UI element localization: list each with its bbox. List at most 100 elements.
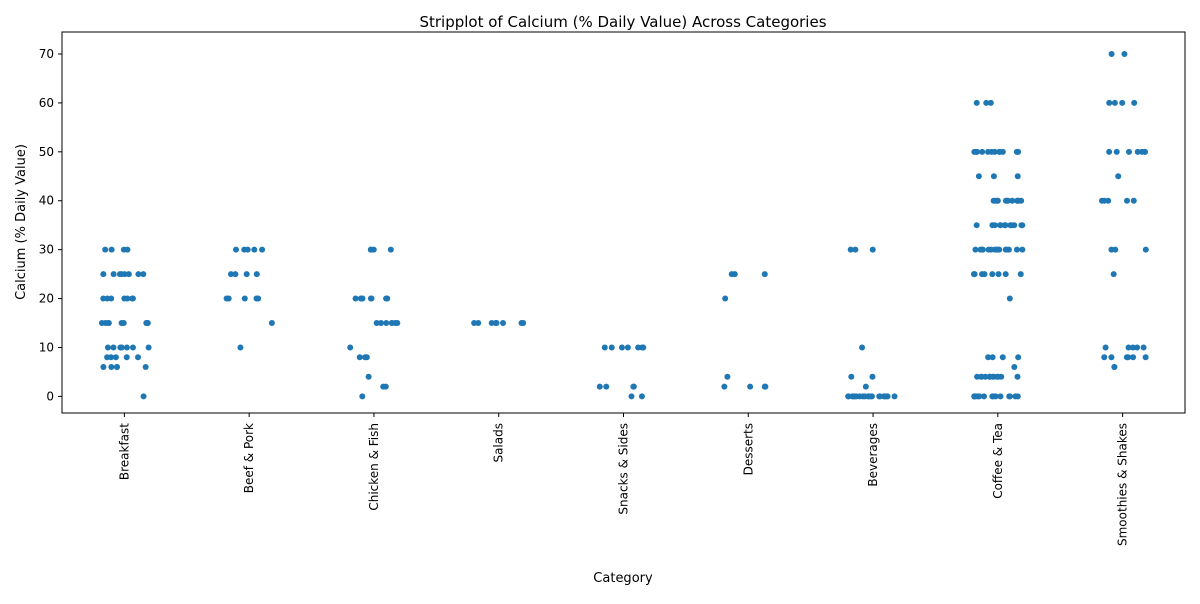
point	[347, 344, 354, 351]
point	[1140, 344, 1147, 351]
point	[971, 148, 978, 155]
y-tick-label: 70	[39, 47, 54, 61]
y-tick-label: 10	[39, 340, 54, 354]
point	[971, 393, 978, 400]
point	[721, 383, 728, 390]
point	[850, 393, 857, 400]
point	[981, 393, 988, 400]
point	[979, 148, 986, 155]
point	[989, 354, 996, 361]
point	[989, 222, 996, 229]
y-tick-label: 0	[46, 389, 54, 403]
point	[1101, 197, 1108, 204]
x-tick-label: Salads	[492, 423, 506, 463]
point	[135, 354, 142, 361]
point	[1002, 271, 1009, 278]
point	[140, 271, 147, 278]
y-tick-label: 60	[39, 96, 54, 110]
point	[603, 383, 610, 390]
point	[377, 320, 384, 327]
point	[724, 373, 731, 380]
x-tick-label: Chicken & Fish	[367, 423, 381, 511]
point	[110, 271, 117, 278]
point	[973, 222, 980, 229]
point	[601, 344, 608, 351]
point	[1131, 99, 1138, 106]
point	[989, 393, 996, 400]
point	[373, 320, 380, 327]
point	[861, 393, 868, 400]
point	[983, 99, 990, 106]
point	[747, 383, 754, 390]
point	[1125, 344, 1132, 351]
point	[995, 373, 1002, 380]
point	[113, 364, 120, 371]
point	[1130, 354, 1137, 361]
point	[253, 295, 260, 302]
point	[1102, 344, 1109, 351]
point	[608, 344, 615, 351]
point	[382, 383, 389, 390]
point	[1013, 246, 1020, 253]
point	[1113, 148, 1120, 155]
y-tick-label: 20	[39, 292, 54, 306]
point	[243, 271, 250, 278]
point	[1111, 364, 1118, 371]
point	[471, 320, 478, 327]
point	[110, 344, 117, 351]
point	[123, 354, 130, 361]
point	[986, 373, 993, 380]
point	[1142, 246, 1149, 253]
point	[108, 246, 115, 253]
point	[995, 271, 1002, 278]
x-tick-label: Breakfast	[117, 423, 131, 480]
point	[108, 364, 115, 371]
point	[140, 393, 147, 400]
point	[359, 393, 366, 400]
point	[359, 295, 366, 302]
point	[118, 344, 125, 351]
point	[638, 393, 645, 400]
point	[1003, 246, 1010, 253]
point	[1134, 148, 1141, 155]
point	[121, 271, 128, 278]
point	[475, 320, 482, 327]
point	[1106, 148, 1113, 155]
point	[999, 354, 1006, 361]
point	[363, 354, 370, 361]
point	[1108, 354, 1115, 361]
point	[104, 354, 111, 361]
point	[761, 271, 768, 278]
point	[384, 295, 391, 302]
point	[232, 271, 239, 278]
point	[1125, 148, 1132, 155]
point	[387, 246, 394, 253]
point	[628, 393, 635, 400]
point	[102, 246, 109, 253]
point	[996, 148, 1003, 155]
point	[1019, 246, 1026, 253]
point	[635, 344, 642, 351]
point	[1134, 344, 1141, 351]
point	[596, 383, 603, 390]
point	[997, 222, 1004, 229]
point	[1124, 197, 1131, 204]
point	[129, 295, 136, 302]
point	[845, 393, 852, 400]
point	[985, 354, 992, 361]
point	[1015, 148, 1022, 155]
point	[1142, 354, 1149, 361]
point	[227, 271, 234, 278]
x-tick-label: Coffee & Tea	[991, 423, 1005, 499]
point	[145, 344, 152, 351]
point	[1012, 393, 1019, 400]
point	[223, 295, 230, 302]
point	[1125, 354, 1132, 361]
point	[1006, 295, 1013, 302]
point	[118, 320, 125, 327]
point	[1129, 344, 1136, 351]
point	[1141, 148, 1148, 155]
point	[241, 246, 248, 253]
point	[971, 271, 978, 278]
point	[852, 246, 859, 253]
